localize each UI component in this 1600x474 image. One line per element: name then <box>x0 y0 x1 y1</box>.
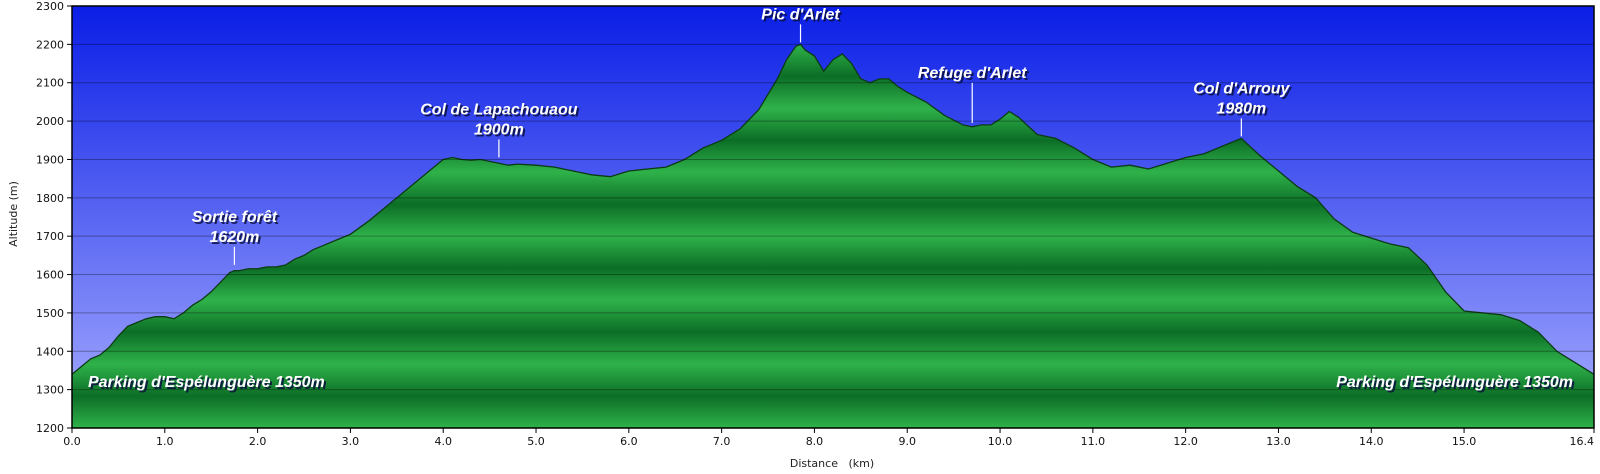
svg-text:Parking d'Espélunguère 1350m: Parking d'Espélunguère 1350m <box>90 376 327 393</box>
x-tick-label: 9.0 <box>898 435 916 448</box>
corner-label-left: Parking d'Espélunguère 1350m Parking d'E… <box>88 374 327 393</box>
svg-text:Col de Lapachouaou: Col de Lapachouaou <box>422 103 580 120</box>
annotation-label: 1980m <box>1216 100 1266 117</box>
x-tick-label: 10.0 <box>988 435 1013 448</box>
svg-text:Sortie forêt: Sortie forêt <box>194 211 280 228</box>
y-tick-label: 2300 <box>36 0 64 13</box>
x-tick-label: 7.0 <box>713 435 731 448</box>
svg-text:1620m: 1620m <box>211 231 261 248</box>
x-tick-label: 14.0 <box>1359 435 1384 448</box>
x-tick-label: 1.0 <box>156 435 174 448</box>
elevation-area <box>72 44 1594 429</box>
x-tick-label: 6.0 <box>620 435 638 448</box>
y-tick-label: 2100 <box>36 77 64 90</box>
elevation-line <box>71 43 1595 375</box>
y-tick-label: 1200 <box>36 422 64 435</box>
x-tick-label: 11.0 <box>1081 435 1106 448</box>
x-tick-label: 8.0 <box>806 435 824 448</box>
svg-text:1900m: 1900m <box>476 123 526 140</box>
svg-text:1980m: 1980m <box>1218 102 1268 119</box>
x-tick-label: 12.0 <box>1173 435 1198 448</box>
y-axis-title: Altitude (m) <box>7 181 20 247</box>
y-tick-label: 1800 <box>36 192 64 205</box>
y-tick-label: 1600 <box>36 269 64 282</box>
x-tick-label: 5.0 <box>527 435 545 448</box>
y-tick-label: 1300 <box>36 384 64 397</box>
y-tick-label: 1500 <box>36 307 64 320</box>
svg-text:Refuge d'Arlet: Refuge d'Arlet <box>920 67 1029 84</box>
annotation-label: 1620m <box>209 229 259 246</box>
x-tick-label: 0.0 <box>63 435 81 448</box>
svg-text:Parking d'Espélunguère 1350m: Parking d'Espélunguère 1350m <box>1338 376 1575 393</box>
y-tick-label: 2000 <box>36 115 64 128</box>
x-tick-label: 13.0 <box>1266 435 1291 448</box>
svg-text:Pic d'Arlet: Pic d'Arlet <box>763 8 842 25</box>
annotation-label: Col d'Arrouy <box>1193 80 1290 97</box>
plot-frame <box>71 5 1595 429</box>
y-tick-label: 1400 <box>36 345 64 358</box>
x-tick-label: 3.0 <box>342 435 360 448</box>
annotation-label: Refuge d'Arlet <box>918 65 1027 82</box>
corner-label-right-text: Parking d'Espélunguère 1350m <box>1336 374 1573 391</box>
y-tick-label: 1900 <box>36 153 64 166</box>
x-tick-label: 16.4 <box>1570 435 1595 448</box>
annotation-label: Sortie forêt <box>192 209 278 226</box>
x-tick-label: 15.0 <box>1452 435 1477 448</box>
corner-label-left-text: Parking d'Espélunguère 1350m <box>88 374 325 391</box>
annotation-label: Col de Lapachouaou <box>420 101 578 118</box>
y-tick-label: 1700 <box>36 230 64 243</box>
y-tick-label: 2200 <box>36 38 64 51</box>
annotation-label: 1900m <box>474 121 524 138</box>
svg-text:Col d'Arrouy: Col d'Arrouy <box>1195 82 1292 99</box>
annotation-label: Pic d'Arlet <box>761 6 840 23</box>
x-axis: 0.0 1.0 2.0 3.0 4.0 5.0 6.0 7.0 8.0 9.0 10.0 11.0 12… <box>63 428 1595 448</box>
x-tick-label: 4.0 <box>434 435 452 448</box>
corner-label-right: Parking d'Espélunguère 1350m Parking d'E… <box>1336 374 1575 393</box>
y-axis: 1200 1300 1400 1500 1600 1700 1800 1900 2000 2100… <box>36 0 72 435</box>
x-tick-label: 2.0 <box>249 435 267 448</box>
x-axis-title: Distance (km) <box>790 457 874 470</box>
